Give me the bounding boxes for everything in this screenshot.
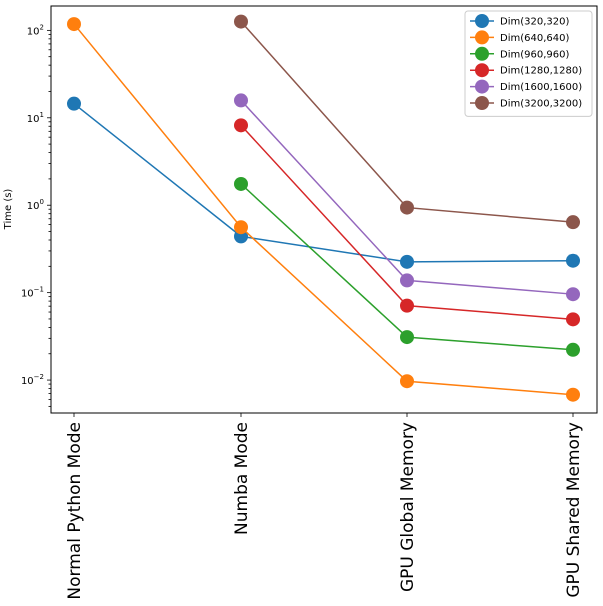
legend-label: Dim(3200,3200) <box>500 99 582 110</box>
data-point <box>400 330 414 345</box>
y-tick-label: 10−2 <box>21 373 44 387</box>
y-tick-exponent: 0 <box>40 198 44 206</box>
data-point <box>566 342 580 357</box>
data-point <box>566 287 580 302</box>
x-tick-label: GPU Shared Memory <box>564 422 584 598</box>
legend-marker <box>475 30 489 45</box>
y-axis-label: Time (s) <box>3 189 14 231</box>
x-tick-label: Normal Python Mode <box>65 422 85 600</box>
series-line <box>73 23 574 396</box>
data-point <box>67 96 81 111</box>
y-tick-base: 10 <box>27 114 40 125</box>
y-tick-base: 10 <box>21 376 34 387</box>
data-point <box>566 253 580 268</box>
y-tick-label: 100 <box>27 198 44 212</box>
data-point <box>400 273 414 288</box>
data-point <box>400 298 414 313</box>
legend-marker <box>475 79 489 94</box>
data-point <box>566 312 580 327</box>
legend-marker <box>475 14 489 28</box>
data-point <box>400 200 414 215</box>
legend-label: Dim(320,320) <box>500 17 569 28</box>
y-tick-exponent: −2 <box>34 373 44 381</box>
legend-label: Dim(960,960) <box>500 49 569 60</box>
data-point <box>67 17 81 32</box>
legend-marker <box>475 46 489 61</box>
data-point <box>566 387 580 402</box>
y-tick-exponent: −1 <box>34 286 44 294</box>
x-tick-label: GPU Global Memory <box>398 422 418 592</box>
y-tick-exponent: 1 <box>40 111 44 119</box>
y-tick-base: 10 <box>27 26 40 37</box>
y-tick-label: 102 <box>27 23 44 37</box>
data-point <box>234 176 248 191</box>
data-point <box>400 254 414 269</box>
data-point <box>234 220 248 235</box>
data-point <box>234 14 248 29</box>
x-tick-label: Numba Mode <box>232 422 252 535</box>
y-tick-exponent: 2 <box>40 23 44 31</box>
y-tick-base: 10 <box>21 289 34 300</box>
legend: Dim(320,320) Dim(640,640) Dim(960,960) Dim(… <box>464 10 593 117</box>
legend-marker <box>475 96 489 110</box>
legend-label: Dim(640,640) <box>500 33 569 44</box>
data-point <box>566 215 580 230</box>
series-layer <box>67 14 580 402</box>
y-tick-label: 10−1 <box>21 286 44 300</box>
legend-label: Dim(1600,1600) <box>500 82 582 93</box>
legend-marker <box>475 63 489 78</box>
data-point <box>234 118 248 133</box>
y-tick-label: 101 <box>27 111 44 125</box>
series-line <box>73 103 574 263</box>
y-tick-base: 10 <box>27 201 40 212</box>
data-point <box>400 374 414 389</box>
legend-label: Dim(1280,1280) <box>500 66 582 77</box>
data-point <box>234 93 248 108</box>
x-axis: Normal Python Mode Numba Mode GPU Global M… <box>65 413 584 600</box>
legend-box <box>464 10 593 117</box>
